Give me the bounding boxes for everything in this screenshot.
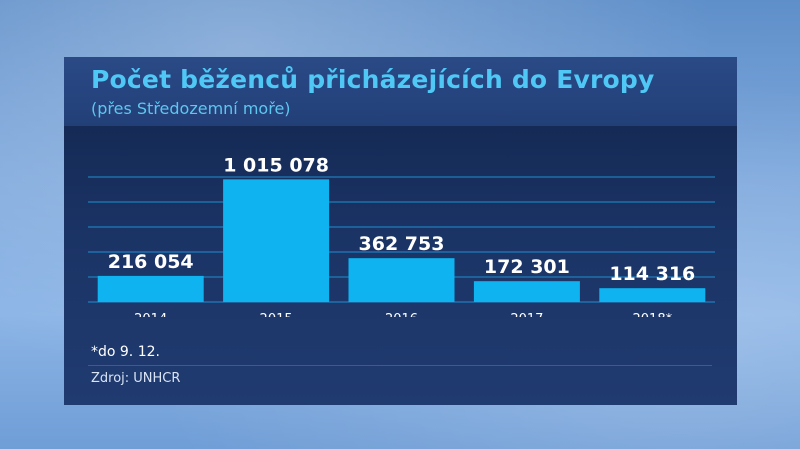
value-label-2016: 362 753 <box>359 233 445 255</box>
chart-header: Počet běženců přicházejících do Evropy (… <box>64 57 737 126</box>
value-labels: 216 054 1 015 078 362 753 172 301 114 316 <box>108 154 696 285</box>
x-tick-2014: 2014 <box>134 312 167 317</box>
chart-title: Počet běženců přicházejících do Evropy <box>91 65 655 94</box>
bar-2017 <box>473 281 580 302</box>
x-tick-2016: 2016 <box>385 312 418 317</box>
bar-2016 <box>348 258 455 302</box>
value-label-2018: 114 316 <box>609 263 695 285</box>
bar-chart: 216 054 1 015 078 362 753 172 301 114 316 20… <box>88 154 715 317</box>
x-tick-2015: 2015 <box>260 312 293 317</box>
x-tick-labels: 2014 2015 2016 2017 2018* <box>134 312 672 317</box>
footnote: *do 9. 12. <box>91 344 160 360</box>
value-label-2017: 172 301 <box>484 256 570 278</box>
bar-2018 <box>599 288 706 302</box>
x-tick-2018: 2018* <box>633 312 673 317</box>
bar-2014 <box>97 275 204 302</box>
value-label-2015: 1 015 078 <box>223 154 329 176</box>
value-label-2014: 216 054 <box>108 251 194 273</box>
chart-panel: Počet běženců přicházejících do Evropy (… <box>64 57 737 405</box>
footer-divider <box>88 365 712 366</box>
bars <box>97 179 706 302</box>
bar-2015 <box>223 179 330 302</box>
source-label: Zdroj: UNHCR <box>91 371 181 386</box>
x-tick-2017: 2017 <box>510 312 543 317</box>
chart-subtitle: (přes Středozemní moře) <box>91 99 291 118</box>
